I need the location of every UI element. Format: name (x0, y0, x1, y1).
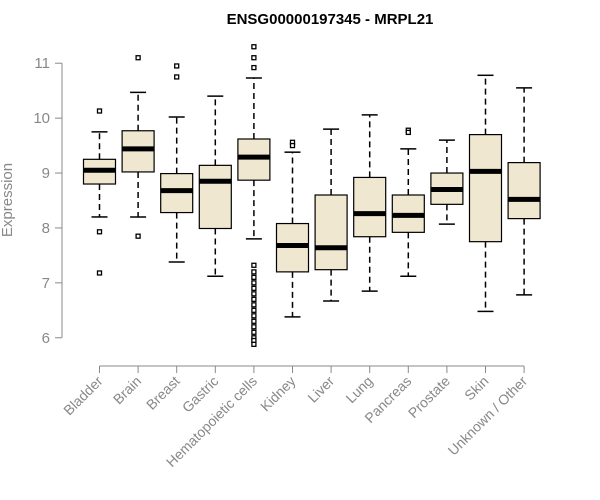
box-group (160, 63, 194, 263)
outlier-point (251, 280, 257, 286)
iqr-box (314, 194, 348, 271)
outlier-point (174, 74, 180, 80)
y-tick-label: 10 (33, 110, 50, 127)
outlier-point (251, 291, 257, 297)
x-tick-label: Skin (461, 373, 492, 404)
x-tick-label: Kidney (257, 373, 299, 415)
outlier-point (251, 307, 257, 313)
box-group (275, 139, 310, 318)
iqr-box (198, 164, 232, 230)
chart-title: ENSG00000197345 - MRPL21 (227, 11, 434, 28)
outlier-point (96, 108, 103, 114)
y-tick-label: 9 (42, 165, 50, 182)
outlier-point (251, 64, 257, 71)
outlier-point (405, 129, 411, 136)
outlier-point (251, 285, 257, 291)
outlier-point (251, 274, 257, 281)
box-group (198, 95, 232, 278)
y-axis-label: Expression (0, 163, 16, 237)
box-group (430, 139, 464, 225)
outlier-point (251, 318, 257, 324)
x-tick-label: Liver (304, 373, 337, 406)
boxes-layer (82, 44, 541, 348)
outlier-point (251, 44, 257, 50)
box-group (237, 44, 271, 348)
outlier-point (251, 341, 257, 348)
outlier-point (251, 262, 257, 268)
y-tick-label: 6 (42, 330, 50, 347)
box-group (391, 127, 425, 278)
outlier-point (96, 270, 103, 276)
box-group (121, 55, 155, 239)
y-tick-label: 8 (42, 220, 50, 237)
outlier-point (135, 233, 141, 239)
x-tick-label: Bladder (60, 373, 106, 419)
outlier-point (251, 329, 257, 335)
x-tick-label: Breast (143, 373, 183, 413)
outlier-point (251, 269, 257, 275)
outlier-point (174, 63, 180, 69)
box-group (468, 74, 503, 313)
outlier-point (251, 296, 257, 302)
x-tick-label: Prostate (405, 373, 453, 421)
outlier-point (135, 55, 141, 61)
iqr-box (353, 176, 387, 238)
y-tick-label: 7 (42, 275, 50, 292)
outlier-point (251, 313, 257, 319)
outlier-point (96, 229, 103, 235)
outlier-point (289, 142, 296, 149)
x-tick-label: Brain (110, 373, 144, 407)
outlier-point (251, 55, 257, 61)
iqr-box (468, 134, 503, 243)
outlier-point (251, 324, 257, 330)
box-group (82, 108, 117, 276)
iqr-box (507, 162, 541, 220)
y-axis: 6 7 8 9 10 11 (33, 55, 63, 347)
y-tick-label: 11 (34, 55, 50, 72)
box-group (314, 128, 348, 302)
x-tick-label: Lung (342, 373, 375, 406)
outlier-point (251, 302, 257, 308)
box-group (353, 114, 387, 292)
box-group (507, 87, 541, 296)
